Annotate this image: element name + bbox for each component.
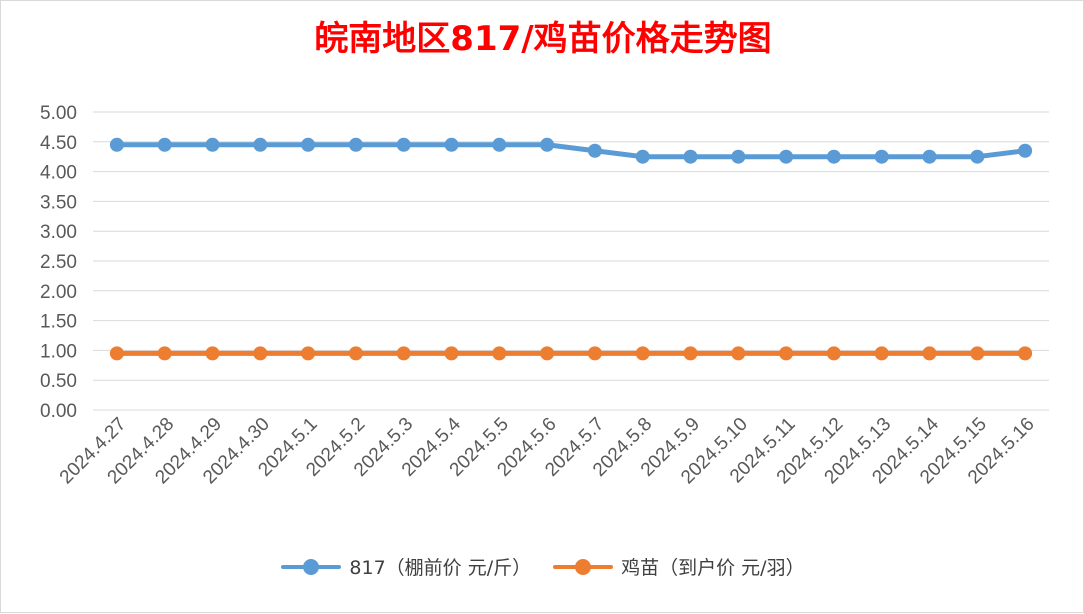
data-point-s1-9[interactable]: [540, 346, 555, 361]
data-point-s1-0[interactable]: [109, 346, 124, 361]
data-point-s0-2[interactable]: [205, 137, 220, 152]
data-point-s0-16[interactable]: [874, 149, 889, 164]
data-point-s1-7[interactable]: [444, 346, 459, 361]
data-point-s1-17[interactable]: [922, 346, 937, 361]
data-point-s1-11[interactable]: [635, 346, 650, 361]
legend-marker-chick: [575, 558, 592, 575]
data-point-s0-12[interactable]: [683, 149, 698, 164]
data-point-s0-8[interactable]: [492, 137, 507, 152]
data-point-s0-1[interactable]: [157, 137, 172, 152]
data-point-s0-15[interactable]: [826, 149, 841, 164]
legend: 817（棚前价 元/斤） 鸡苗（到户价 元/羽）: [1, 553, 1084, 580]
legend-label-817: 817（棚前价 元/斤）: [349, 557, 532, 579]
data-point-s0-6[interactable]: [396, 137, 411, 152]
data-point-s1-4[interactable]: [301, 346, 316, 361]
data-point-s1-16[interactable]: [874, 346, 889, 361]
legend-item-817[interactable]: 817（棚前价 元/斤）: [281, 553, 531, 580]
y-tick-label: 2.50: [40, 252, 77, 273]
y-tick-label: 5.00: [40, 103, 77, 124]
data-point-s1-1[interactable]: [157, 346, 172, 361]
y-tick-label: 3.00: [40, 222, 77, 243]
y-tick-label: 4.00: [40, 163, 77, 184]
data-point-s1-19[interactable]: [1018, 346, 1033, 361]
chart-title: 皖南地区817/鸡苗价格走势图: [314, 19, 772, 59]
legend-swatch-817: [281, 558, 342, 576]
y-tick-label: 0.50: [40, 371, 77, 392]
legend-swatch-chick: [553, 558, 614, 576]
data-point-s1-14[interactable]: [779, 346, 794, 361]
data-point-s1-12[interactable]: [683, 346, 698, 361]
y-tick-label: 0.00: [40, 401, 77, 422]
data-point-s0-11[interactable]: [635, 149, 650, 164]
data-point-s1-15[interactable]: [826, 346, 841, 361]
data-point-s0-10[interactable]: [587, 143, 602, 158]
data-point-s1-8[interactable]: [492, 346, 507, 361]
data-point-s1-18[interactable]: [970, 346, 985, 361]
series-line-0: [114, 142, 1028, 160]
data-point-s0-19[interactable]: [1018, 143, 1033, 158]
data-point-s1-6[interactable]: [396, 346, 411, 361]
data-point-s1-3[interactable]: [253, 346, 268, 361]
legend-item-chick[interactable]: 鸡苗（到户价 元/羽）: [553, 553, 805, 580]
data-point-s0-14[interactable]: [779, 149, 794, 164]
data-point-s0-3[interactable]: [253, 137, 268, 152]
x-axis-tick-labels: 2024.4.272024.4.282024.4.292024.4.302024…: [56, 413, 1039, 488]
legend-label-chick: 鸡苗（到户价 元/羽）: [621, 557, 805, 579]
data-point-s1-10[interactable]: [587, 346, 602, 361]
data-point-s0-4[interactable]: [301, 137, 316, 152]
data-point-s0-0[interactable]: [109, 137, 124, 152]
data-point-s0-17[interactable]: [922, 149, 937, 164]
data-point-s1-2[interactable]: [205, 346, 220, 361]
data-point-s0-18[interactable]: [970, 149, 985, 164]
data-point-s0-5[interactable]: [348, 137, 363, 152]
data-point-s0-7[interactable]: [444, 137, 459, 152]
data-point-s0-9[interactable]: [540, 137, 555, 152]
data-point-s1-5[interactable]: [348, 346, 363, 361]
data-point-s1-13[interactable]: [731, 346, 746, 361]
series-lines: [109, 137, 1033, 361]
gridlines: [93, 111, 1049, 411]
data-point-s0-13[interactable]: [731, 149, 746, 164]
legend-marker-817: [303, 558, 320, 575]
y-tick-label: 2.00: [40, 282, 77, 303]
y-tick-label: 1.00: [40, 341, 77, 362]
y-axis-tick-labels: 0.00 0.50 1.00 1.50 2.00 2.50 3.00 3.50 4.00 4.50…: [40, 103, 77, 422]
y-tick-label: 3.50: [40, 192, 77, 213]
y-tick-label: 4.50: [40, 133, 77, 154]
y-tick-label: 1.50: [40, 312, 77, 333]
